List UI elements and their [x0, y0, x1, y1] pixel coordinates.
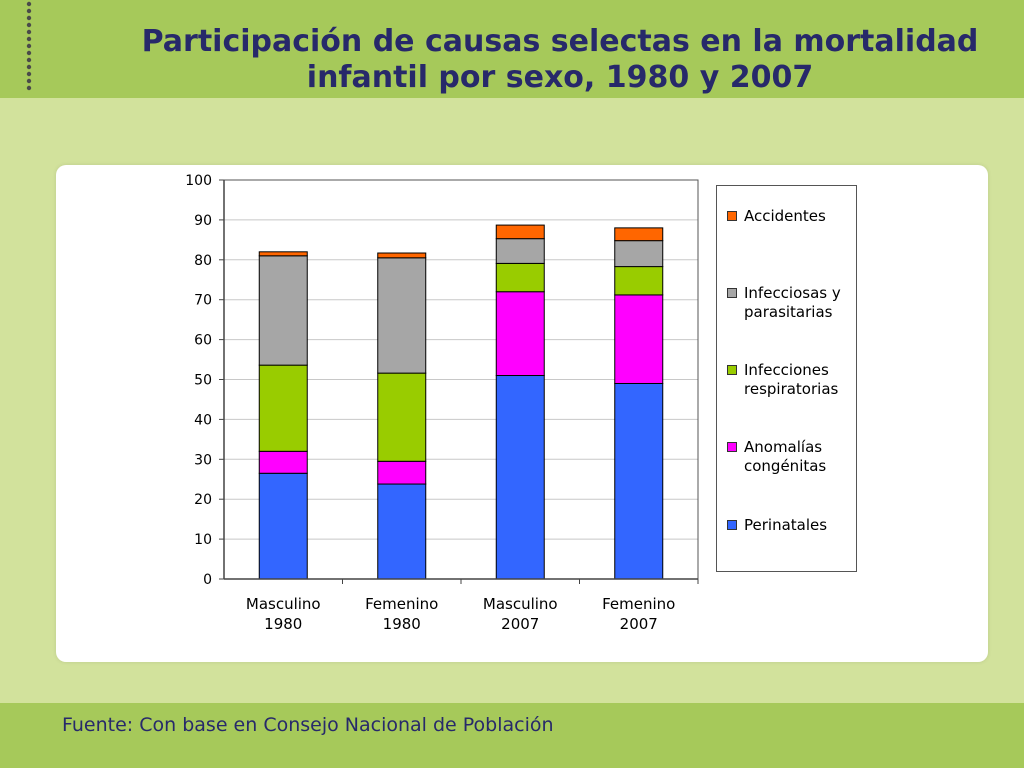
- y-tick-label: 100: [185, 173, 212, 189]
- legend-item: Perinatales: [727, 516, 855, 535]
- legend-swatch: [727, 520, 737, 530]
- y-tick-label: 30: [194, 452, 212, 468]
- y-tick-label: 80: [194, 253, 212, 269]
- bar-segment: [614, 382, 664, 580]
- legend-swatch: [727, 211, 737, 221]
- y-tick-label: 60: [194, 333, 212, 349]
- bar-segment: [258, 364, 308, 452]
- y-tick-label: 10: [194, 532, 212, 548]
- legend-item: Anomalías congénitas: [727, 438, 855, 476]
- y-tick-label: 50: [194, 373, 212, 389]
- bar-segment: [377, 252, 427, 259]
- dotted-line-decoration: [26, 1, 32, 91]
- legend-label: Perinatales: [744, 516, 828, 534]
- bar-segment: [377, 257, 427, 374]
- x-tick-label: Masculino 1980: [246, 595, 321, 633]
- y-tick-label: 0: [203, 572, 212, 588]
- bar-segment: [495, 224, 545, 240]
- bar-segment: [377, 372, 427, 462]
- bar-segment: [614, 266, 664, 296]
- bar-segment: [614, 227, 664, 242]
- legend-item: Infecciones respiratorias: [727, 361, 855, 399]
- bar-segment: [495, 375, 545, 580]
- bar-segment: [495, 262, 545, 293]
- bar-segment: [614, 294, 664, 384]
- x-tick-label: Femenino 1980: [365, 595, 438, 633]
- legend-label: Accidentes: [744, 207, 826, 225]
- x-tick-label: Femenino 2007: [602, 595, 675, 633]
- bar-segment: [258, 255, 308, 366]
- legend-item: Infecciosas y parasitarias: [727, 284, 855, 322]
- legend-label: Anomalías congénitas: [744, 438, 827, 475]
- bar-segment: [614, 240, 664, 268]
- bar-segment: [258, 251, 308, 257]
- bar-segment: [495, 291, 545, 377]
- bar-segment: [377, 483, 427, 580]
- legend-swatch: [727, 365, 737, 375]
- bar-segment: [258, 450, 308, 474]
- chart-legend: Accidentes Infecciosas y parasitarias Infe…: [716, 185, 857, 572]
- header-band: [0, 0, 1024, 98]
- legend-swatch: [727, 288, 737, 298]
- bar-segment: [495, 238, 545, 264]
- x-tick-label: Masculino 2007: [483, 595, 558, 633]
- legend-swatch: [727, 442, 737, 452]
- y-tick-label: 90: [194, 213, 212, 229]
- y-tick-label: 40: [194, 412, 212, 428]
- y-tick-label: 20: [194, 492, 212, 508]
- bar-segment: [377, 460, 427, 485]
- source-note: Fuente: Con base en Consejo Nacional de …: [62, 714, 554, 736]
- y-tick-label: 70: [194, 293, 212, 309]
- footer-band: [0, 703, 1024, 768]
- bar-segment: [258, 472, 308, 580]
- legend-item: Accidentes: [727, 207, 855, 226]
- legend-label: Infecciones respiratorias: [744, 361, 839, 398]
- legend-label: Infecciosas y parasitarias: [744, 284, 841, 321]
- page-title: Participación de causas selectas en la m…: [141, 24, 979, 95]
